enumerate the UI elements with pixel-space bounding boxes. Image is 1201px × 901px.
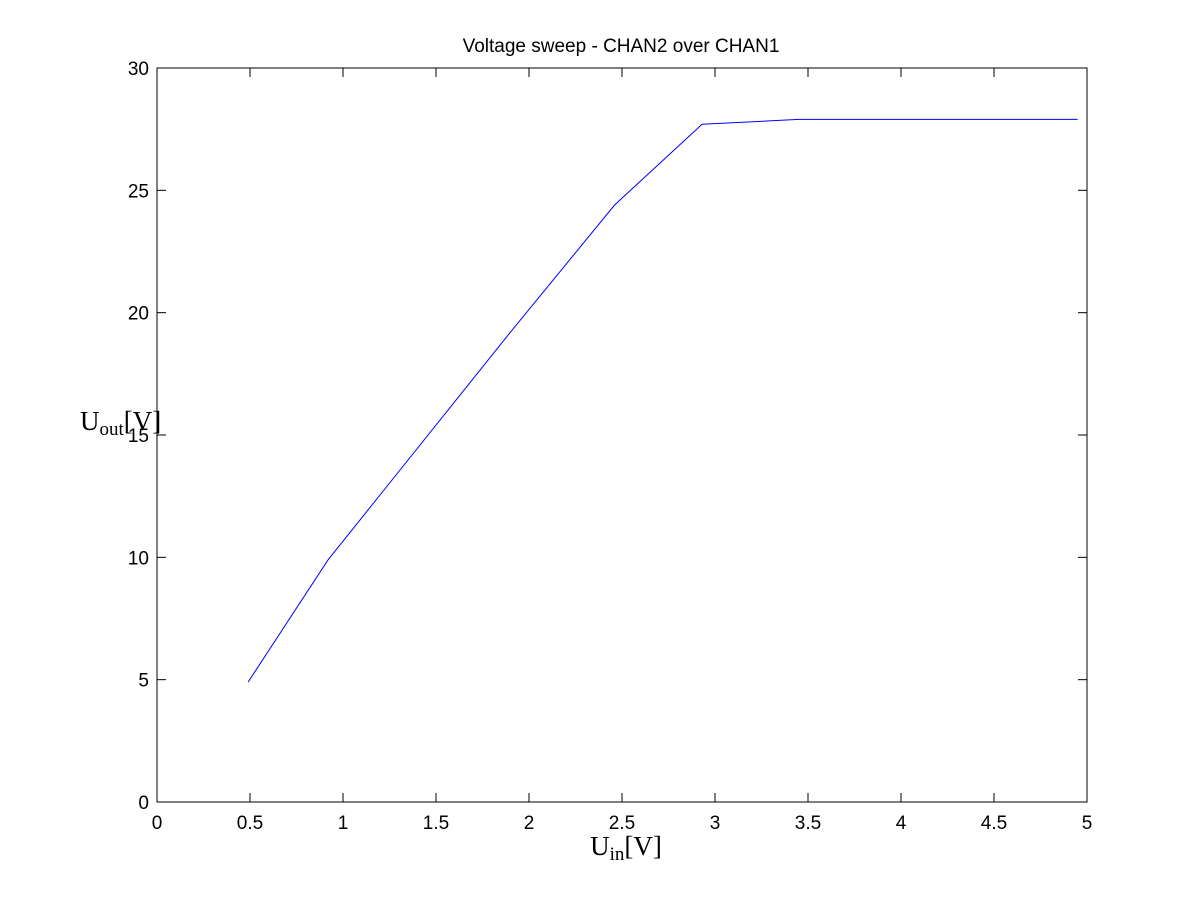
x-tick-label: 4.5 [981, 813, 1007, 834]
y-axis-label-subscript: out [100, 419, 125, 440]
series-line [247, 118, 1078, 683]
axes-box [156, 67, 1088, 803]
y-tick-label: 10 [128, 548, 149, 569]
y-tick-label: 15 [128, 426, 149, 447]
y-axis-label: Uout[V] [80, 406, 161, 440]
x-tick-label: 0.5 [237, 813, 263, 834]
x-tick-label: 0 [152, 813, 163, 834]
plot-area: 0 0.5 1 1.5 2 2.5 3 3.5 4 4.5 5 0 5 10 15 20 25 30 [128, 59, 1092, 834]
x-tick-label: 1 [338, 813, 349, 834]
x-tick-label: 4 [896, 813, 907, 834]
y-tick-label: 0 [138, 793, 149, 814]
x-tick-label: 5 [1082, 813, 1093, 834]
chart-title: Voltage sweep - CHAN2 over CHAN1 [463, 36, 780, 57]
y-axis-label-unit: [V] [124, 406, 161, 436]
ticks [156, 67, 1088, 803]
y-tick-label: 30 [128, 59, 149, 80]
x-axis-label-unit: [V] [624, 831, 661, 861]
y-tick-label: 20 [128, 304, 149, 325]
y-tick-label: 5 [138, 671, 149, 692]
x-tick-label: 3.5 [795, 813, 821, 834]
x-tick-label: 2.5 [609, 813, 635, 834]
x-axis-label: Uin[V] [590, 831, 662, 865]
y-tick-label: 25 [128, 181, 149, 202]
x-axis-label-base: U [590, 831, 610, 861]
y-axis-label-base: U [80, 406, 100, 436]
x-tick-label: 3 [710, 813, 721, 834]
x-tick-label: 2 [524, 813, 535, 834]
tick-labels: 0 0.5 1 1.5 2 2.5 3 3.5 4 4.5 5 0 5 10 15 20 25 30 [128, 59, 1092, 834]
x-axis-label-subscript: in [610, 844, 625, 865]
series-layer [247, 118, 1078, 683]
x-tick-label: 1.5 [423, 813, 449, 834]
